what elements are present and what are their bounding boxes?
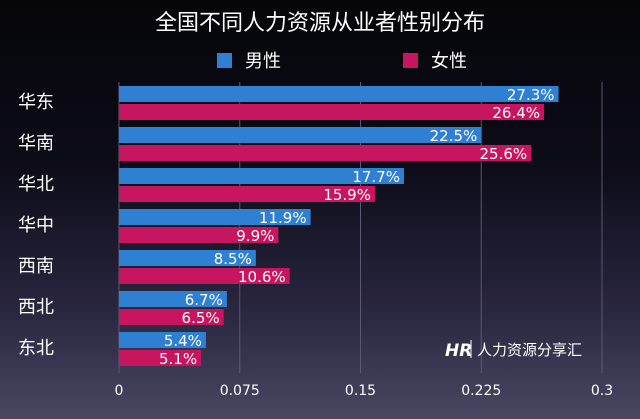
bar-female [119,227,279,243]
bar-male [119,291,227,307]
bar-female [119,186,375,202]
watermark: HR 人力资源分享汇 [445,340,582,361]
bar-male [119,209,311,225]
data-label: 26.4% [492,104,540,122]
category-label: 西南 [18,256,54,277]
category-label: 西北 [18,297,54,318]
data-label: 15.9% [323,186,371,204]
bar-female [119,145,532,161]
legend-label-female: 女性 [431,51,467,72]
watermark-logo: HR [445,341,472,361]
bar-male [119,168,404,184]
x-tick-label: 0.3 [591,383,613,399]
bar-male [119,332,206,348]
x-tick-labels: 0 0.075 0.15 0.225 0.3 [115,383,614,399]
bar-male [119,127,482,143]
data-label: 27.3% [507,86,555,104]
bar-female [119,104,545,120]
data-label: 17.7% [352,168,400,186]
data-label: 8.5% [214,250,252,268]
x-tick-label: 0 [115,383,124,399]
bar-female [119,350,202,366]
data-label: 9.9% [236,227,274,245]
bar-female [119,268,290,284]
bar-male [119,86,559,102]
bar-male [119,250,256,266]
category-label: 华北 [18,174,54,195]
category-label: 东北 [18,338,54,359]
category-label: 华东 [18,92,54,113]
category-label: 华南 [18,133,54,154]
bar-female [119,309,224,325]
x-tick-label: 0.075 [220,383,260,399]
data-label: 6.5% [182,309,220,327]
legend-swatch-male [217,53,232,68]
data-label: 6.7% [185,291,223,309]
legend-label-male: 男性 [245,51,281,72]
data-label: 5.4% [164,332,202,350]
chart-title: 全国不同人力资源从业者性别分布 [155,11,485,36]
category-label: 华中 [18,215,54,236]
legend: 男性 女性 [217,51,467,72]
legend-swatch-female [403,53,418,68]
data-label: 22.5% [430,127,478,145]
x-tick-label: 0.225 [461,383,501,399]
data-label: 11.9% [259,209,307,227]
data-label: 25.6% [480,145,528,163]
x-tick-label: 0.15 [345,383,376,399]
watermark-text: 人力资源分享汇 [477,341,582,359]
bars: 27.3%26.4% 22.5%25.6% 17.7%15.9% 11.9%9.9% 8… [119,86,559,368]
data-label: 5.1% [159,350,197,368]
data-label: 10.6% [238,268,286,286]
